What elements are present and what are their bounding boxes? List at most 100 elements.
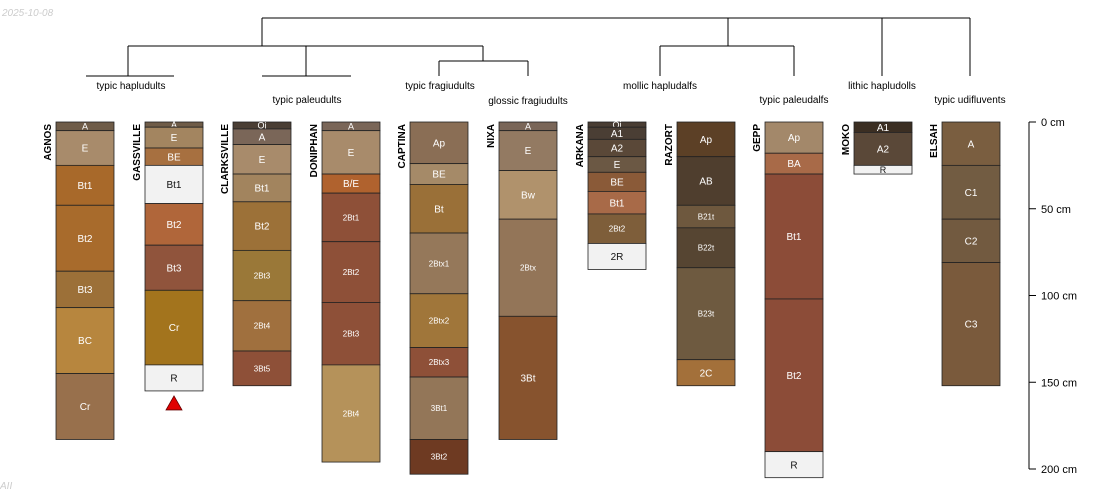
horizon-label: E: [348, 148, 355, 159]
horizon-label: 2Bt3: [254, 271, 271, 280]
taxon-label-typic-udifluvents: typic udifluvents: [934, 95, 1005, 106]
horizon-label: Cr: [80, 402, 91, 413]
horizon-block: [941, 121, 1001, 166]
horizon-label: B21t: [698, 212, 715, 221]
taxon-labels: typic hapludults typic paleudults typic fr…: [97, 81, 1006, 107]
horizon-label: A2: [877, 144, 890, 155]
horizon-block: [409, 232, 469, 295]
horizon-label: E: [525, 146, 532, 157]
horizon-block: [144, 244, 204, 291]
horizon-label: E: [82, 144, 89, 155]
horizon-block: [941, 262, 1001, 387]
horizon-label: 2Bt4: [254, 322, 271, 331]
horizon-block: [764, 451, 824, 479]
horizon-label: BE: [610, 177, 624, 188]
profile-name: DONIPHAN: [309, 124, 320, 177]
horizon-label: Bt: [434, 204, 444, 215]
horizon-block: [144, 364, 204, 392]
horizon-block: [676, 156, 736, 206]
footer-watermark: AII: [0, 481, 13, 492]
horizon-label: B22t: [698, 244, 715, 253]
profile-name: RAZORT: [664, 124, 675, 166]
horizon-block: [232, 350, 292, 387]
profile-razort: RAZORT Ap AB B21t B22t B23t 2C: [664, 121, 736, 387]
horizon-label: 2R: [611, 252, 624, 263]
horizon-label: A: [171, 120, 177, 130]
profile-name: CLARKSVILLE: [220, 124, 231, 194]
horizon-label: Bt2: [786, 371, 801, 382]
horizon-label: Bt2: [166, 220, 181, 231]
taxon-label-mollic-hapludalfs: mollic hapludalfs: [623, 81, 697, 92]
horizon-block: [144, 203, 204, 246]
horizon-label: Ap: [788, 133, 801, 144]
depth-axis: 0 cm 50 cm 100 cm 150 cm 200 cm: [1028, 117, 1077, 476]
horizon-block: [232, 300, 292, 352]
horizon-block: [409, 293, 469, 348]
horizon-block: [853, 132, 913, 166]
profile-name: AGNOS: [43, 124, 54, 161]
taxon-label-glossic-fragiudults: glossic fragiudults: [488, 96, 567, 107]
horizon-label: A: [82, 122, 88, 132]
horizon-label: Cr: [169, 323, 180, 334]
horizon-label: 2Btx2: [429, 317, 450, 326]
horizon-label: 2C: [700, 368, 713, 379]
horizon-label: Bt2: [77, 234, 92, 245]
axis-tick-label: 0 cm: [1041, 117, 1065, 129]
axis-tick-label: 200 cm: [1041, 464, 1077, 476]
profile-gepp: GEPP Ap BA Bt1 Bt2 R: [752, 121, 824, 479]
horizon-label: A: [525, 122, 531, 132]
horizon-block: [55, 164, 115, 206]
profile-doniphan: DONIPHAN A E B/E 2Bt1 2Bt2 2Bt3 2Bt4: [309, 122, 381, 463]
horizon-label: Ap: [700, 135, 713, 146]
horizon-label: A: [348, 122, 354, 132]
horizon-label: 3Bt: [520, 374, 535, 385]
horizon-block: [55, 130, 115, 166]
horizon-block: [321, 302, 381, 366]
horizon-label: 2Bt2: [609, 225, 626, 234]
horizon-label: A: [968, 139, 975, 150]
horizon-block: [498, 130, 558, 171]
horizon-label: BC: [78, 336, 92, 347]
horizon-label: Bt1: [609, 198, 624, 209]
horizon-block: [144, 164, 204, 204]
horizon-block: [55, 204, 115, 272]
horizon-label: C2: [965, 236, 978, 247]
horizon-block: [144, 289, 204, 366]
horizon-label: BE: [432, 170, 446, 181]
profile-name: GASSVILLE: [132, 124, 143, 181]
profile-gassville: GASSVILLE AE BE Bt1 Bt2 Bt3 Cr R: [132, 120, 204, 411]
profile-nixa: NIXA A E Bw 2Btx 3Bt: [486, 122, 558, 440]
profile-elsah: ELSAH A C1 C2 C3: [929, 121, 1001, 387]
horizon-label: R: [170, 374, 177, 385]
horizon-block: [498, 218, 558, 317]
horizon-label: A2: [611, 144, 624, 155]
horizon-label: BE: [167, 152, 181, 163]
horizon-label: 2Bt4: [343, 409, 360, 418]
profile-clarksville: CLARKSVILLE OiA E Bt1 Bt2 2Bt3 2Bt4 3Bt5: [220, 121, 292, 387]
horizon-label: 3Bt1: [431, 404, 448, 413]
horizon-block: [587, 243, 647, 270]
horizon-block: [764, 173, 824, 300]
profile-name: MOKO: [841, 124, 852, 155]
horizon-block: [941, 164, 1001, 220]
lithic-contact-marker: [165, 395, 183, 411]
horizon-label: E: [259, 155, 266, 166]
horizon-label: AB: [699, 177, 713, 188]
horizon-label: 2Bt1: [343, 213, 360, 222]
horizon-label: Ap: [433, 138, 446, 149]
profile-name: GEPP: [752, 124, 763, 152]
profile-name: ELSAH: [929, 124, 940, 158]
horizon-block: [409, 184, 469, 234]
horizon-block: [676, 227, 736, 269]
horizon-block: [409, 376, 469, 440]
horizon-label: Bt3: [77, 285, 92, 296]
taxon-label-typic-paleudults: typic paleudults: [273, 95, 342, 106]
horizon-label: 2Btx3: [429, 358, 450, 367]
horizon-label: BA: [787, 159, 801, 170]
profile-name: CAPTINA: [397, 124, 408, 168]
horizon-label: Bt1: [254, 184, 269, 195]
profile-name: ARKANA: [575, 124, 586, 167]
horizon-label: B23t: [698, 310, 715, 319]
